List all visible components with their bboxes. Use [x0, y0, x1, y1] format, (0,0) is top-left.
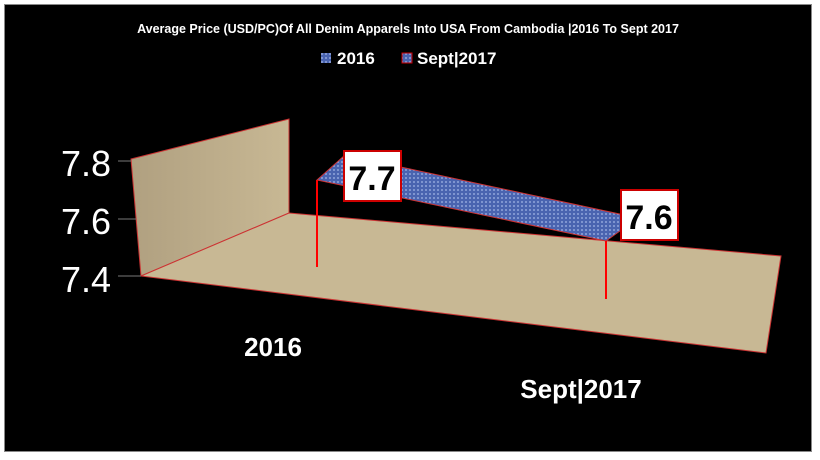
chart-title: Average Price (USD/PC)Of All Denim Appar…: [137, 22, 679, 36]
y-tick-label: 7.6: [61, 201, 111, 242]
chart-svg: Average Price (USD/PC)Of All Denim Appar…: [61, 22, 782, 404]
x-tick-label: 2016: [244, 332, 302, 362]
legend-label-sept-2017: Sept|2017: [417, 49, 496, 68]
data-label-box: [343, 150, 402, 202]
data-label-text: 7.7: [348, 160, 395, 198]
y-tick-label: 7.4: [61, 259, 111, 300]
y-axis: 7.8 7.6 7.4: [61, 143, 141, 300]
legend-label-2016: 2016: [337, 49, 375, 68]
chart-area: Average Price (USD/PC)Of All Denim Appar…: [4, 4, 812, 452]
data-label-box: [620, 189, 679, 241]
x-tick-label: Sept|2017: [520, 374, 641, 404]
data-label-text: 7.6: [625, 199, 672, 237]
legend: 2016 Sept|2017: [321, 49, 496, 68]
legend-swatch-2016: [321, 53, 331, 63]
y-tick-label: 7.8: [61, 143, 111, 184]
data-label-sept-2017: 7.6: [620, 189, 679, 241]
legend-swatch-sept-2017: [401, 52, 413, 64]
data-label-2016: 7.7: [343, 150, 402, 202]
floor: [139, 212, 782, 354]
